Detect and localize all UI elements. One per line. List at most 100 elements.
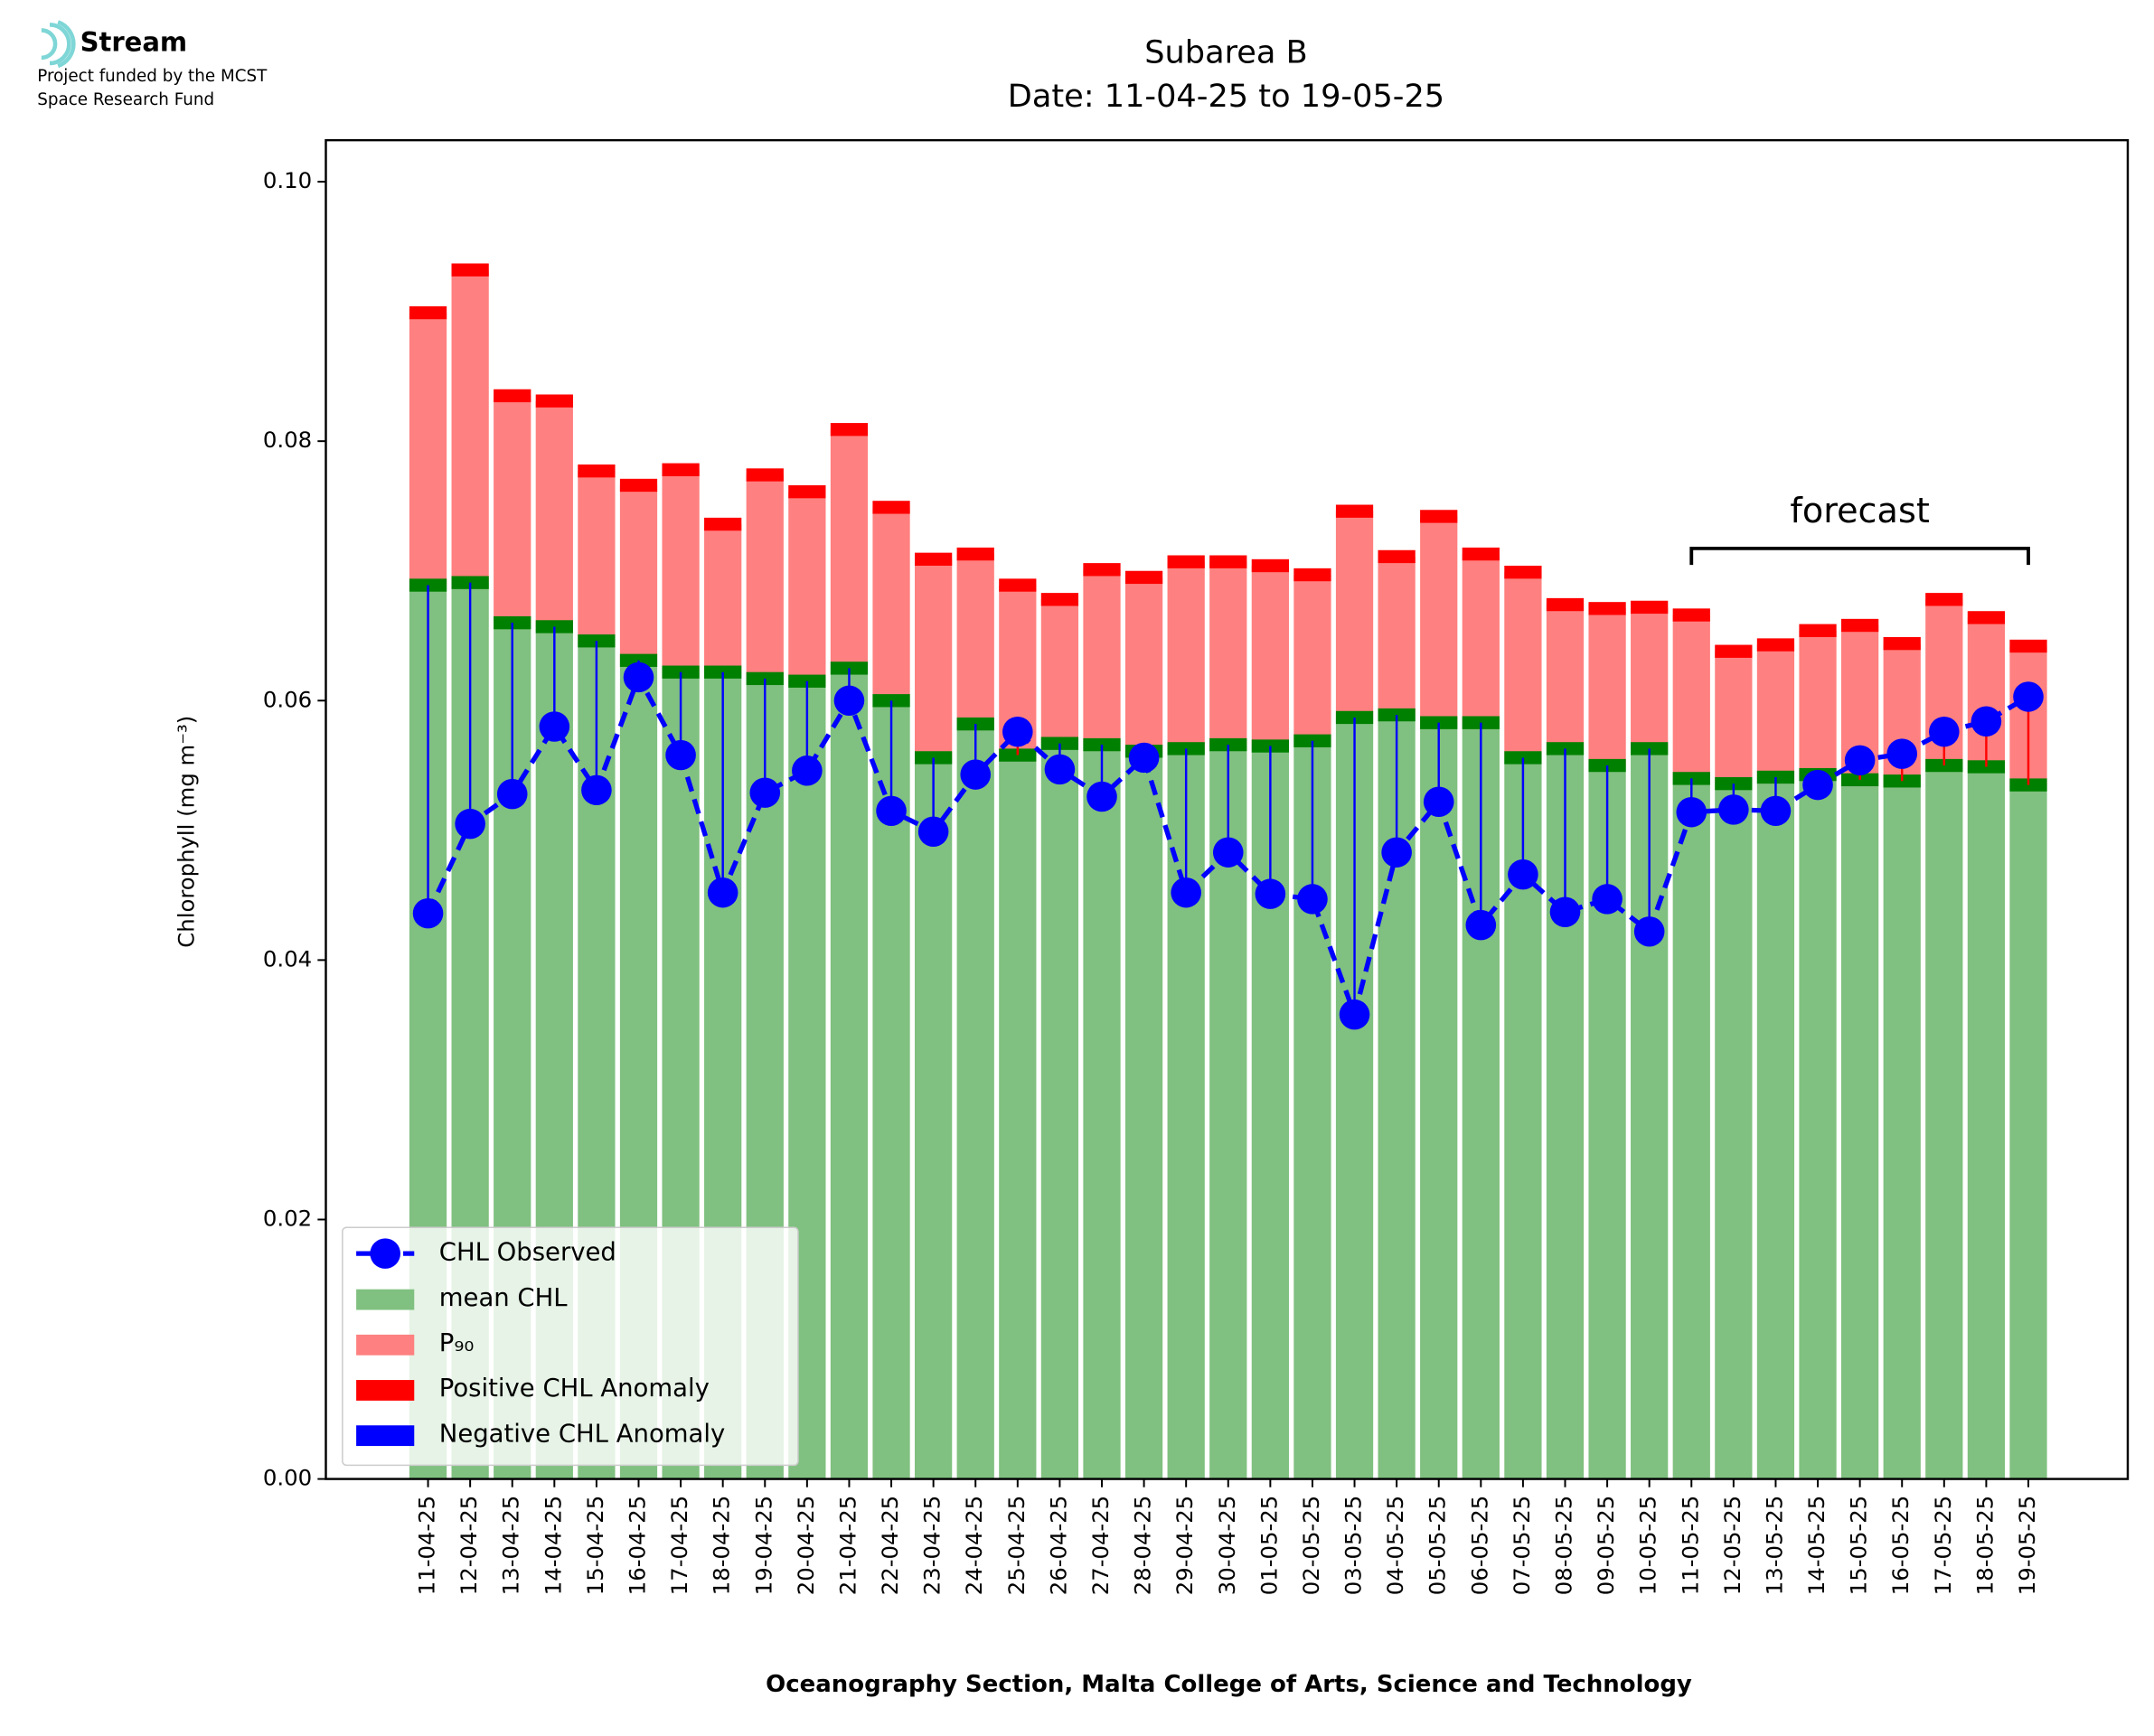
y-tick-label: 0.00 [263, 1465, 312, 1491]
p90-band [2009, 639, 2047, 653]
forecast-bracket [1689, 546, 2030, 566]
x-tick-label: 19-04-25 [750, 1496, 776, 1595]
p90-bar [1715, 651, 1753, 784]
mean-bar [1841, 779, 1879, 1479]
observed-marker [623, 662, 654, 693]
x-tick-label: 30-04-25 [1214, 1496, 1240, 1595]
x-tick-label: 11-04-25 [414, 1496, 440, 1595]
x-tick-label: 09-05-25 [1593, 1496, 1619, 1595]
p90-bar [1209, 561, 1247, 746]
observed-marker [917, 816, 949, 847]
mean-bar [1124, 751, 1163, 1479]
p90-bar [409, 313, 447, 586]
observed-marker [1844, 745, 1876, 776]
p90-band [494, 389, 531, 403]
p90-band [1715, 644, 1753, 658]
y-tick-label: 0.06 [263, 686, 312, 712]
p90-band [1672, 608, 1710, 622]
p90-band [788, 484, 826, 499]
p90-band [1546, 597, 1585, 612]
observed-marker [1086, 781, 1117, 812]
p90-bar [1672, 615, 1710, 779]
observed-marker [1971, 706, 2002, 737]
p90-band [1588, 602, 1626, 615]
p90-band [1293, 568, 1331, 582]
p90-band [1335, 504, 1374, 518]
p90-bar [1588, 608, 1626, 766]
x-tick-label: 10-05-25 [1635, 1496, 1661, 1595]
legend-swatch [356, 1425, 415, 1447]
legend-label: P₉₀ [439, 1329, 475, 1357]
observed-marker [539, 711, 570, 742]
p90-band [535, 394, 573, 408]
chart-subtitle: Date: 11-04-25 to 19-05-25 [1008, 78, 1444, 115]
y-tick-label: 0.04 [263, 945, 312, 971]
observed-marker [1212, 837, 1244, 868]
p90-bar [1335, 511, 1374, 718]
observed-marker [1929, 716, 1960, 747]
x-tick-label: 08-05-25 [1550, 1496, 1576, 1595]
p90-bar [1462, 554, 1500, 723]
p90-bar [535, 400, 573, 627]
p90-band [1083, 563, 1121, 577]
observed-marker [412, 897, 444, 929]
p90-bar [1124, 577, 1163, 752]
x-tick-label: 05-05-25 [1425, 1496, 1451, 1595]
mean-bar [1967, 766, 2006, 1479]
mean-bar [2009, 784, 2047, 1479]
x-tick-label: 13-04-25 [498, 1496, 524, 1595]
p90-bar [451, 269, 489, 583]
x-tick-label: 13-05-25 [1761, 1496, 1787, 1595]
x-tick-label: 03-05-25 [1340, 1496, 1367, 1595]
observed-marker [792, 755, 823, 786]
observed-marker [581, 774, 612, 806]
p90-band [872, 501, 910, 514]
chart-title: Subarea B [1144, 33, 1307, 70]
x-tick-label: 24-04-25 [961, 1496, 987, 1595]
observed-marker [1549, 896, 1581, 927]
p90-band [1756, 638, 1795, 652]
p90-bar [915, 558, 953, 758]
legend-marker [370, 1238, 400, 1269]
p90-band [1378, 549, 1416, 564]
logo-line: Project funded by the MCST [37, 67, 268, 86]
observed-marker [1718, 794, 1749, 825]
y-tick-label: 0.02 [263, 1206, 312, 1232]
x-tick-label: 07-05-25 [1509, 1496, 1535, 1595]
annotation: forecast [1790, 491, 1929, 530]
x-tick-label: 16-05-25 [1887, 1496, 1914, 1595]
p90-bar [1631, 606, 1669, 749]
x-tick-label: 11-05-25 [1677, 1496, 1703, 1595]
p90-band [1209, 555, 1247, 568]
mean-bar [915, 757, 953, 1479]
p90-bar [1251, 565, 1289, 746]
p90-band [704, 517, 742, 531]
observed-marker [1255, 878, 1286, 909]
logo-line: Space Research Fund [37, 90, 214, 109]
p90-bar [788, 492, 826, 681]
y-axis-label: Chlorophyll (mg m⁻³) [174, 716, 200, 948]
observed-marker [1171, 877, 1201, 908]
mean-bar [830, 668, 869, 1479]
logo-name: Stream [80, 27, 188, 58]
observed-marker [665, 739, 696, 771]
legend: CHL Observed mean CHL P₉₀ Positive CHL Anom… [342, 1226, 799, 1467]
mean-bar [1756, 776, 1795, 1479]
observed-marker [749, 777, 781, 808]
observed-marker [1508, 859, 1538, 890]
p90-band [662, 463, 700, 476]
x-tick-label: 12-04-25 [456, 1496, 482, 1595]
p90-bar [619, 484, 658, 661]
p90-band [1251, 558, 1289, 573]
x-axis-label: Oceanography Section, Malta College of A… [766, 1671, 1692, 1698]
legend-box [342, 1226, 799, 1467]
observed-marker [1339, 999, 1370, 1030]
mean-bar [1083, 745, 1121, 1479]
observed-marker [1044, 754, 1076, 785]
x-tick-label: 14-05-25 [1803, 1496, 1829, 1595]
p90-band [409, 305, 447, 320]
mean-bar [1040, 743, 1079, 1479]
x-tick-label: 14-04-25 [540, 1496, 566, 1595]
mean-bar [1883, 781, 1921, 1479]
